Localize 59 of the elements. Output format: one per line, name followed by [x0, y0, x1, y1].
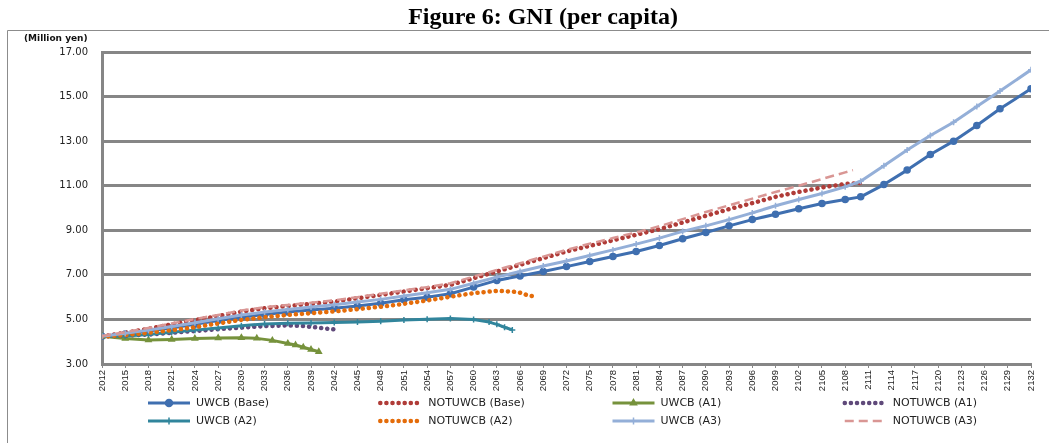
x-tick-label: 2021	[165, 370, 177, 392]
legend-label: UWCB (A2)	[196, 413, 257, 427]
x-tick-label: 2114	[885, 370, 897, 391]
x-tick-label: 2063	[490, 370, 502, 392]
y-tick-label: 3.00	[65, 357, 88, 369]
x-tick-label: 2027	[211, 370, 223, 392]
x-tick-label: 2042	[327, 370, 339, 392]
y-axis-title: (Million yen)	[24, 33, 88, 44]
x-tick-label: 2129	[1001, 370, 1013, 392]
x-tick-label: 2093	[722, 370, 734, 392]
y-tick-label: 15.00	[59, 90, 88, 102]
x-tick-label: 2099	[769, 370, 781, 392]
x-tick-label: 2096	[745, 370, 757, 392]
x-tick-label: 2081	[629, 370, 641, 392]
legend-label: NOTUWCB (A2)	[428, 413, 513, 427]
x-tick-label: 2051	[397, 370, 409, 392]
y-tick-label: 7.00	[65, 268, 88, 280]
x-tick-label: 2045	[351, 370, 363, 392]
x-tick-label: 2054	[420, 370, 432, 392]
x-tick-label: 2120	[931, 370, 943, 392]
y-tick-label: 9.00	[65, 223, 88, 235]
x-tick-label: 2066	[513, 370, 525, 392]
x-tick-label: 2108	[838, 370, 850, 392]
x-tick-label: 2036	[281, 370, 293, 392]
x-tick-label: 2111	[862, 370, 874, 390]
x-tick-label: 2015	[118, 370, 130, 392]
legend-label: UWCB (Base)	[196, 395, 270, 409]
x-tick-label: 2075	[583, 370, 595, 392]
y-tick-label: 11.00	[59, 179, 88, 191]
y-tick-label: 13.00	[59, 134, 88, 146]
x-tick-label: 2018	[142, 370, 154, 392]
legend-label: NOTUWCB (A3)	[892, 413, 978, 427]
x-tick-label: 2024	[188, 370, 200, 392]
legend-label: NOTUWCB (Base)	[428, 395, 525, 409]
x-tick-label: 2087	[676, 370, 688, 392]
x-tick-label: 2033	[258, 370, 270, 392]
x-tick-label: 2084	[653, 370, 665, 392]
x-tick-label: 2105	[815, 370, 827, 392]
x-tick-label: 2039	[304, 370, 316, 392]
x-tick-label: 2117	[908, 370, 920, 391]
x-tick-label: 2132	[1024, 370, 1036, 392]
x-tick-label: 2072	[560, 370, 572, 392]
y-tick-label: 5.00	[65, 313, 88, 325]
x-tick-label: 2123	[954, 370, 966, 392]
x-tick-label: 2102	[792, 370, 804, 392]
legend-label: NOTUWCB (A1)	[892, 395, 978, 409]
x-tick-label: 2090	[699, 370, 711, 392]
x-tick-label: 2048	[374, 370, 386, 392]
x-tick-label: 2069	[536, 370, 548, 392]
y-tick-label: 17.00	[59, 45, 88, 57]
x-tick-label: 2012	[95, 370, 107, 392]
chart-title: Figure 6: GNI (per capita)	[408, 3, 678, 29]
legend-label: UWCB (A1)	[660, 395, 722, 409]
x-tick-label: 2060	[467, 370, 479, 392]
x-tick-label: 2057	[444, 370, 455, 392]
x-tick-label: 2126	[978, 370, 990, 392]
x-tick-label: 2030	[234, 370, 246, 392]
x-tick-label: 2078	[606, 370, 618, 392]
legend-label: UWCB (A3)	[660, 413, 722, 427]
